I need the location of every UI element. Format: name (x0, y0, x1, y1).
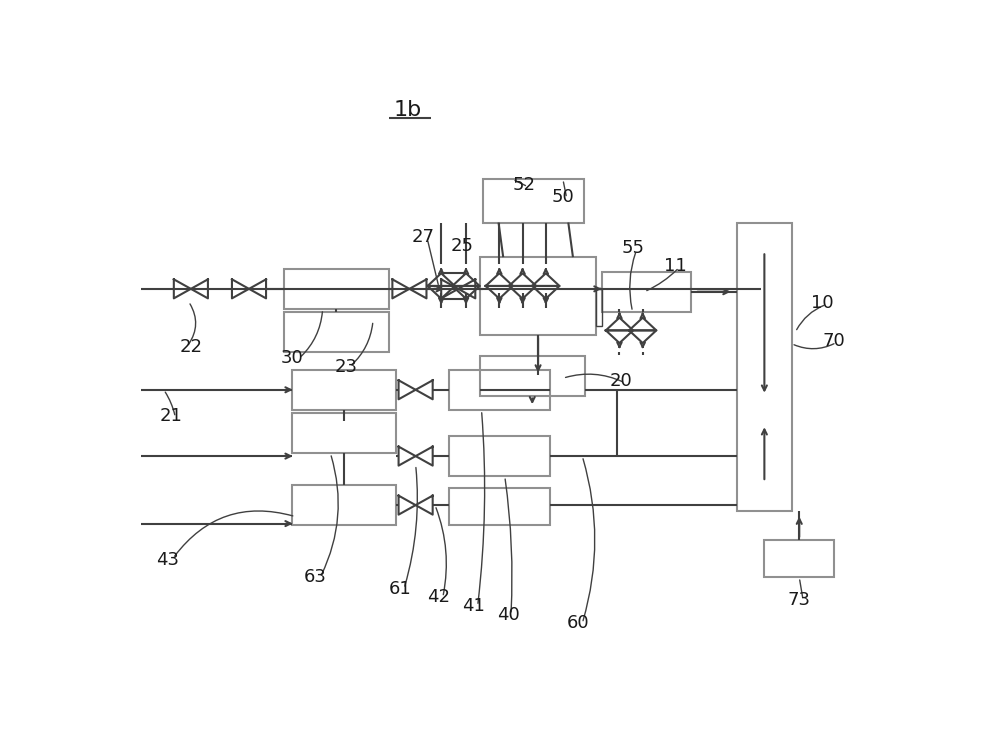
Text: 11: 11 (664, 257, 687, 275)
Bar (764, 540, 834, 577)
Bar (292, 413, 396, 453)
Text: 23: 23 (334, 358, 357, 376)
Text: 63: 63 (303, 568, 326, 586)
Text: 40: 40 (497, 606, 520, 624)
Bar (602, 272, 691, 312)
Text: 42: 42 (427, 589, 450, 607)
Bar (449, 488, 550, 525)
Text: 61: 61 (389, 580, 412, 598)
Bar (480, 257, 596, 335)
Text: 27: 27 (412, 228, 435, 246)
Text: 30: 30 (280, 349, 303, 367)
Bar (449, 369, 550, 410)
Text: 41: 41 (462, 597, 485, 615)
Text: 21: 21 (160, 407, 183, 425)
Bar (284, 312, 388, 352)
Text: 25: 25 (451, 237, 474, 255)
Bar (292, 369, 396, 410)
Text: 73: 73 (788, 591, 811, 609)
Bar (596, 289, 602, 327)
Text: 1b: 1b (394, 100, 422, 120)
Text: 52: 52 (513, 176, 536, 194)
Text: 10: 10 (811, 294, 834, 312)
Text: 43: 43 (156, 551, 179, 569)
Text: 50: 50 (552, 187, 574, 205)
Bar (284, 269, 388, 309)
Bar (449, 436, 550, 476)
Bar (737, 222, 792, 511)
Bar (483, 179, 584, 222)
Text: 60: 60 (567, 614, 590, 632)
Text: 22: 22 (179, 338, 202, 356)
Text: 70: 70 (823, 332, 846, 350)
Bar (480, 357, 585, 395)
Text: 20: 20 (610, 372, 632, 390)
Bar (292, 485, 396, 525)
Text: 55: 55 (621, 240, 644, 258)
